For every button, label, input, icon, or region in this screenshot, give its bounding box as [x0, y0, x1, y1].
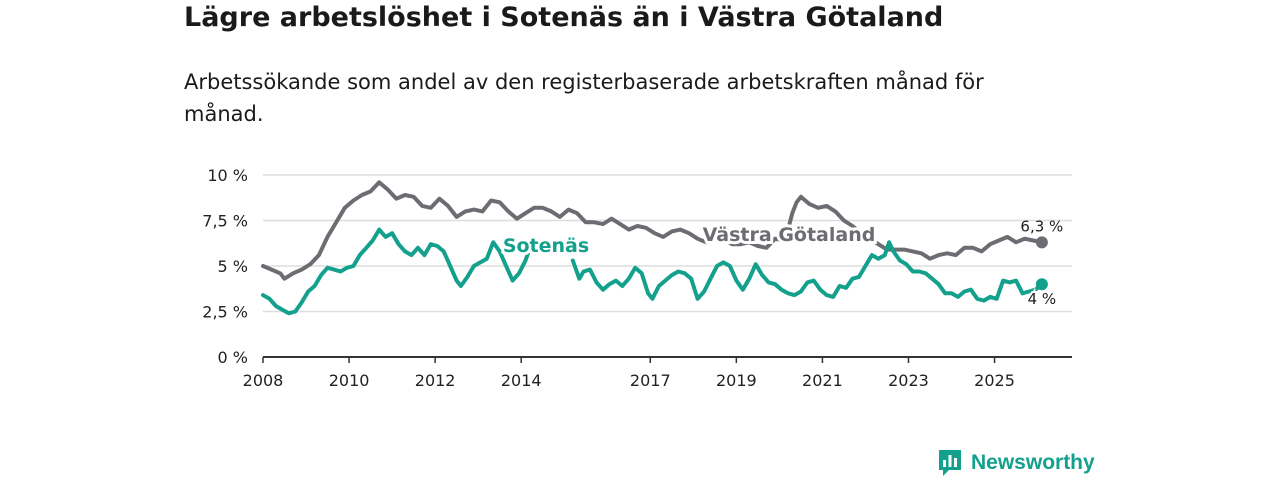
x-tick-label: 2010	[329, 371, 370, 390]
brand-name: Newsworthy	[971, 451, 1095, 474]
end-markers: 6,3 % 4 %	[1020, 217, 1063, 310]
chart-subtitle: Arbetssökande som andel av den registerb…	[184, 70, 984, 126]
end-marker-sotenas	[1035, 278, 1048, 291]
y-tick-label: 0 %	[218, 348, 248, 367]
x-tick-label: 2014	[501, 371, 542, 390]
series-labels: Sotenäs Västra Götaland	[500, 221, 879, 260]
series-label-vastra-gotaland: Västra Götaland	[703, 224, 876, 246]
y-tick-label: 10 %	[207, 166, 248, 185]
y-tick-label: 5 %	[218, 257, 248, 276]
x-tick-label: 2025	[974, 371, 1015, 390]
end-marker-vastra-gotaland	[1035, 236, 1048, 249]
x-tick-label: 2021	[802, 371, 843, 390]
y-axis: 0 % 2,5 % 5 % 7,5 % 10 %	[202, 166, 248, 367]
series-line-sotenas	[570, 240, 1044, 303]
series-label-sotenas: Sotenäs	[503, 235, 589, 257]
series-line-sotenas	[261, 227, 534, 316]
y-tick-label: 7,5 %	[202, 212, 248, 231]
x-tick-label: 2023	[888, 371, 929, 390]
x-tick-label: 2017	[630, 371, 671, 390]
chart-title: Lägre arbetslöshet i Sotenäs än i Västra…	[184, 2, 944, 33]
end-label-vastra-gotaland: 6,3 %	[1020, 217, 1063, 235]
x-tick-label: 2012	[415, 371, 456, 390]
brand-logo[interactable]: Newsworthy	[937, 448, 1095, 478]
y-tick-label: 2,5 %	[202, 303, 248, 322]
x-tick-label: 2019	[716, 371, 757, 390]
x-axis: 2008 2010 2012 2014 2017 2019 2021 2023 2025	[243, 356, 1072, 390]
series-line-vastra-gotaland	[261, 180, 1044, 281]
x-tick-label: 2008	[243, 371, 284, 390]
bar-chart-speech-icon	[939, 450, 961, 476]
series	[261, 180, 1044, 316]
end-label-sotenas: 4 %	[1028, 290, 1057, 308]
gridlines	[263, 174, 1072, 313]
